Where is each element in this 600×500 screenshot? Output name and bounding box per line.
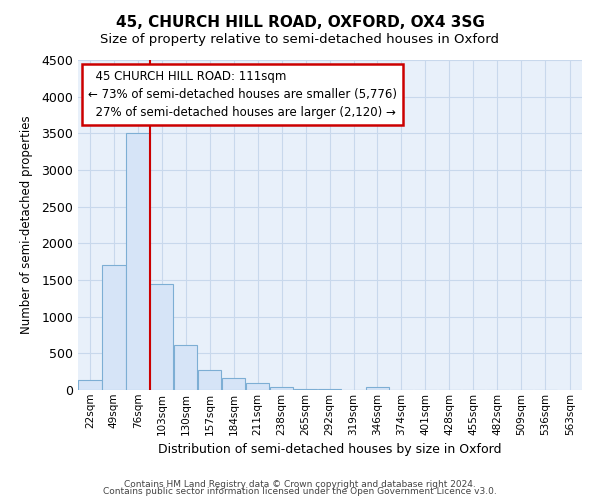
Bar bbox=[103, 266, 125, 390]
Text: 45 CHURCH HILL ROAD: 111sqm
← 73% of semi-detached houses are smaller (5,776)
  : 45 CHURCH HILL ROAD: 111sqm ← 73% of sem… bbox=[88, 70, 397, 119]
Bar bbox=[222, 378, 245, 390]
Bar bbox=[126, 134, 149, 390]
Text: Contains public sector information licensed under the Open Government Licence v3: Contains public sector information licen… bbox=[103, 487, 497, 496]
Bar bbox=[246, 384, 269, 390]
Y-axis label: Number of semi-detached properties: Number of semi-detached properties bbox=[20, 116, 33, 334]
Text: Contains HM Land Registry data © Crown copyright and database right 2024.: Contains HM Land Registry data © Crown c… bbox=[124, 480, 476, 489]
Bar bbox=[294, 388, 317, 390]
Text: 45, CHURCH HILL ROAD, OXFORD, OX4 3SG: 45, CHURCH HILL ROAD, OXFORD, OX4 3SG bbox=[116, 15, 484, 30]
Bar bbox=[366, 388, 389, 390]
Text: Size of property relative to semi-detached houses in Oxford: Size of property relative to semi-detach… bbox=[101, 32, 499, 46]
Bar bbox=[79, 380, 101, 390]
Bar bbox=[150, 284, 173, 390]
Bar bbox=[270, 387, 293, 390]
X-axis label: Distribution of semi-detached houses by size in Oxford: Distribution of semi-detached houses by … bbox=[158, 443, 502, 456]
Bar bbox=[198, 370, 221, 390]
Bar bbox=[174, 344, 197, 390]
